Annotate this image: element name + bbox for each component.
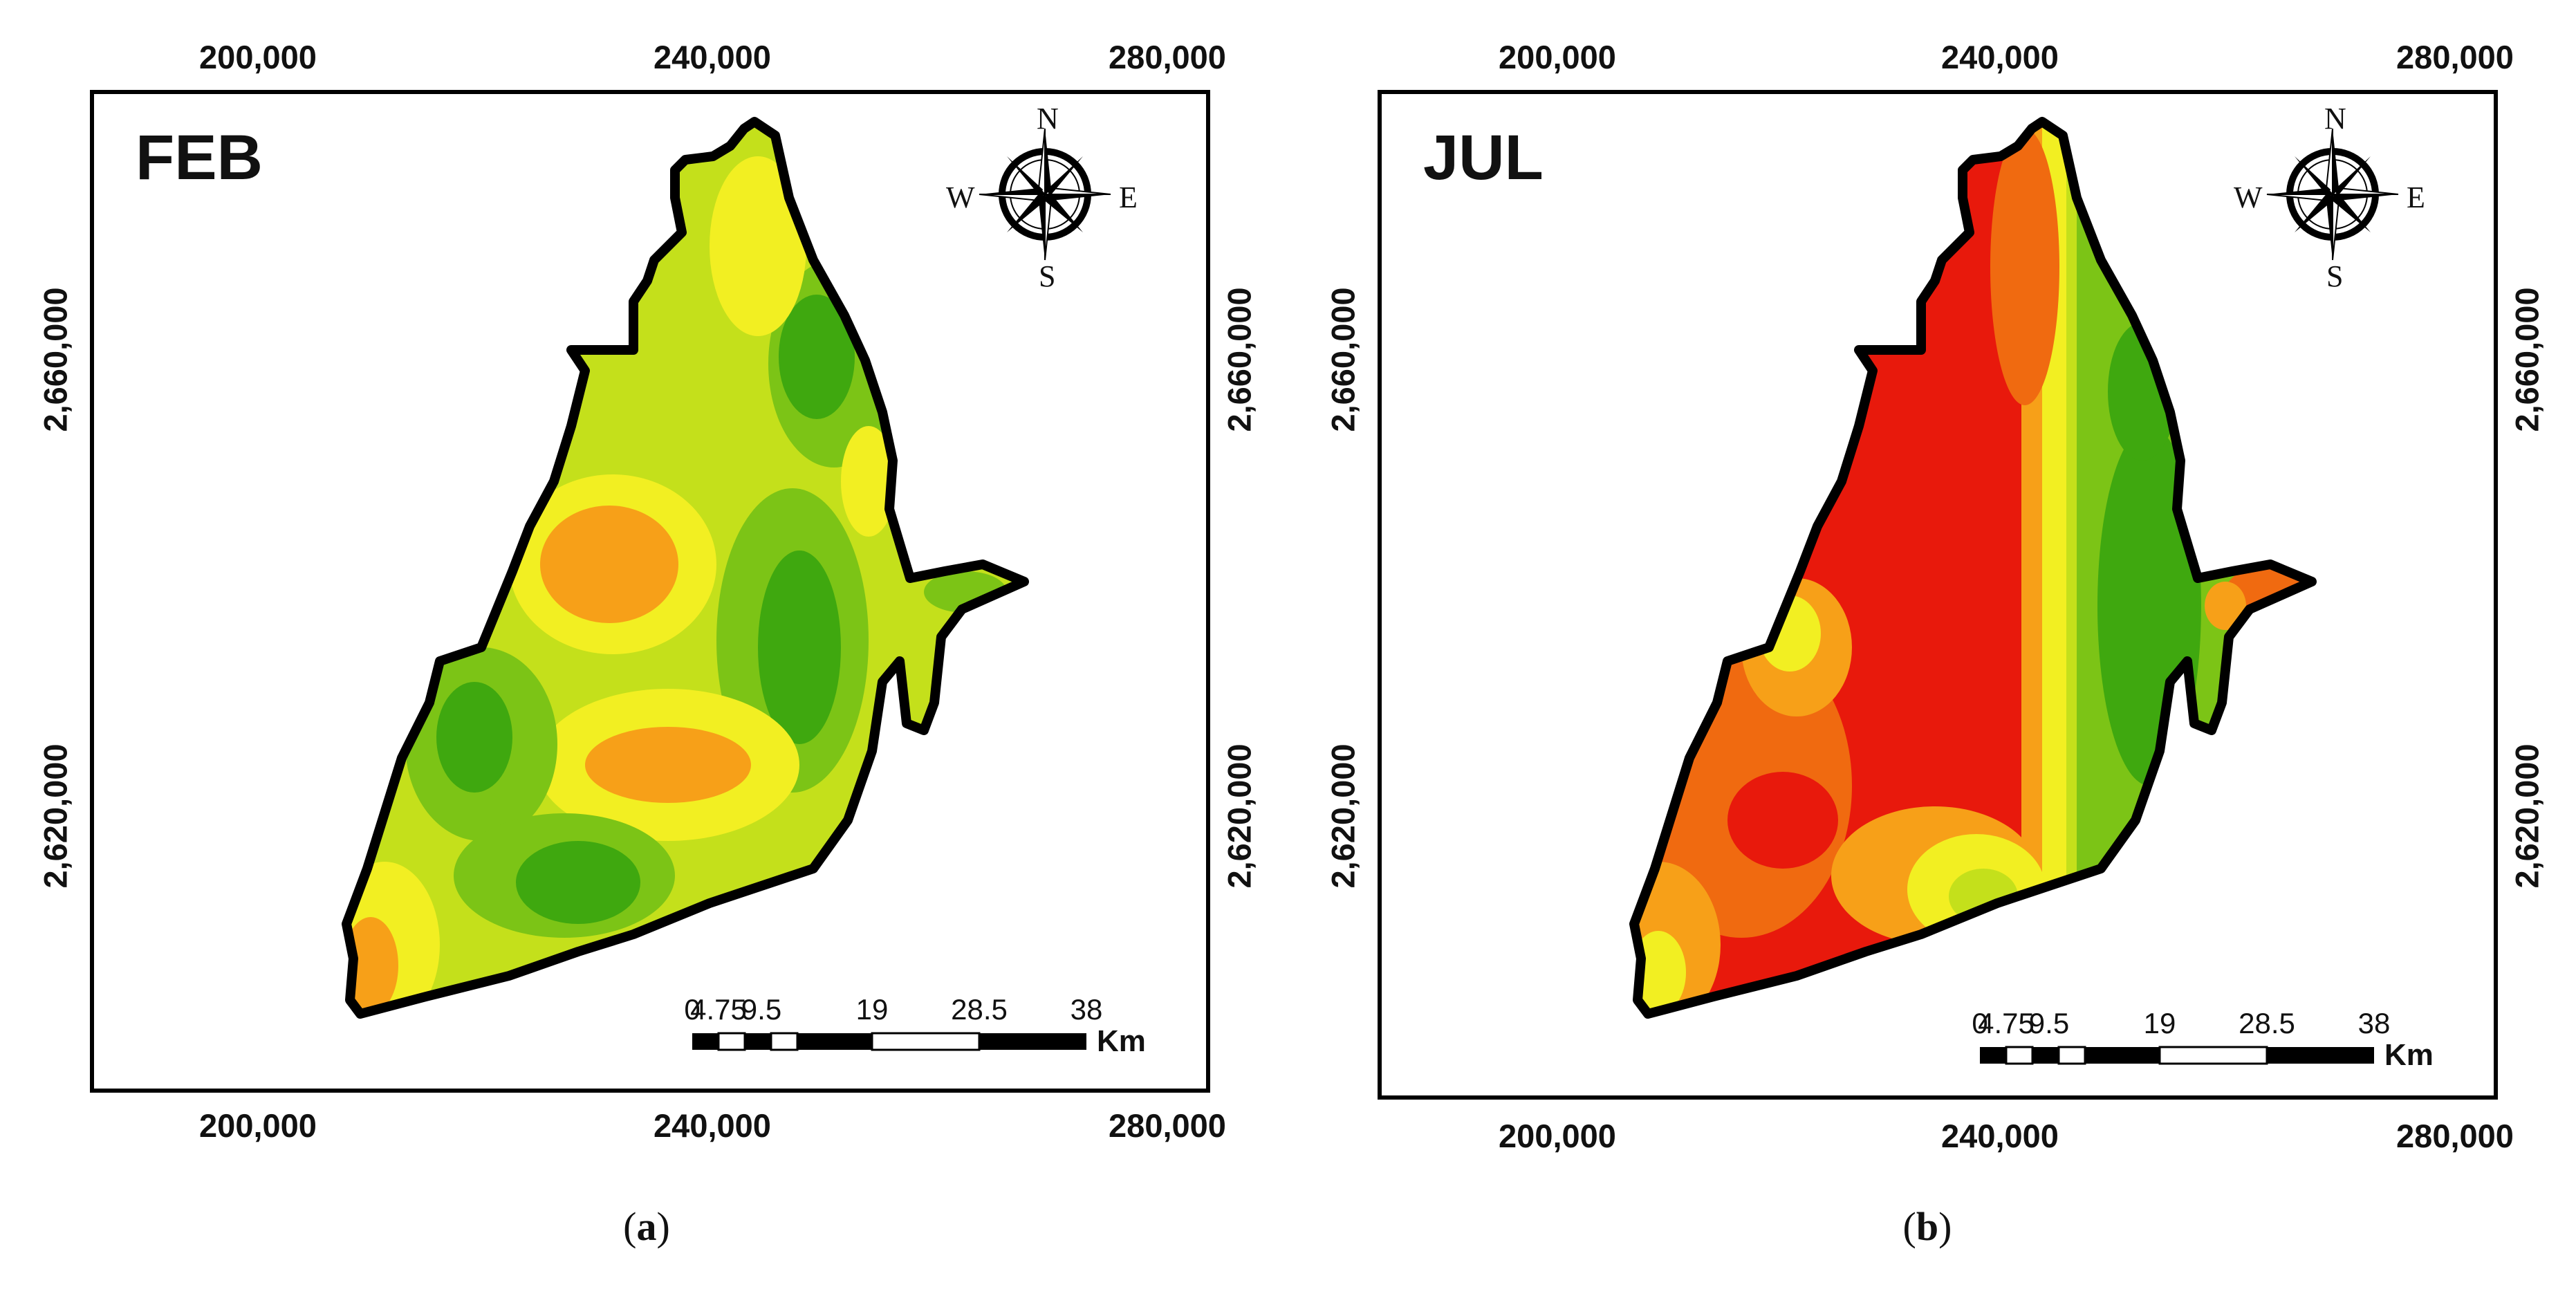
x-tick-bottom-2: 240,000: [1941, 1118, 2059, 1154]
zone: [346, 917, 398, 1014]
region-outline: [342, 117, 1029, 1019]
y-tick-left-1: 2,660,000: [1324, 287, 1362, 432]
x-tick-bottom-3: 280,000: [2396, 1118, 2514, 1154]
x-tick-top-3: 280,000: [1109, 39, 1226, 75]
scale-bar: 0 4.75 9.5 19 28.5 38 Km: [1966, 1007, 2464, 1072]
zone: [436, 682, 512, 793]
compass-e: E: [1119, 181, 1138, 214]
map-frame: JUL N S W E 0 4.75 9.5 19 28.5 38: [1378, 90, 2498, 1100]
compass-s: S: [2326, 259, 2344, 293]
zone: [779, 295, 855, 419]
y-tick-left-1: 2,660,000: [37, 287, 74, 432]
month-label: FEB: [136, 122, 263, 193]
x-tick-top-3: 280,000: [2396, 39, 2514, 75]
x-tick-bottom-1: 200,000: [1499, 1118, 1616, 1154]
x-tick-bottom-2: 240,000: [654, 1107, 771, 1144]
zone: [540, 506, 678, 623]
scale-segments: [1980, 1046, 2374, 1065]
map-panel-jul: 200,000 240,000 280,000 2,660,000 2,620,…: [1288, 0, 2575, 1305]
y-tick-right-2: 2,620,000: [1221, 743, 1258, 889]
compass-w: W: [2234, 181, 2263, 214]
x-tick-top-2: 240,000: [1941, 39, 2059, 75]
y-tick-left-2: 2,620,000: [1324, 743, 1362, 889]
compass-s: S: [1039, 259, 1056, 293]
y-tick-left-2: 2,620,000: [37, 743, 74, 889]
scale-tick: 19: [2143, 1007, 2176, 1039]
y-tick-right-1: 2,660,000: [1221, 287, 1258, 432]
feb-map: [342, 117, 1029, 1019]
compass-rose: N S W E: [2234, 102, 2425, 293]
zone: [2097, 426, 2201, 786]
zone: [710, 156, 806, 336]
x-tick-bottom-3: 280,000: [1109, 1107, 1226, 1144]
scale-tick: 28.5: [2239, 1007, 2295, 1039]
compass-icon: [979, 128, 1111, 261]
scale-tick: 9.5: [741, 993, 782, 1026]
scale-unit: Km: [1097, 1024, 1146, 1058]
zone: [1727, 772, 1838, 869]
zone: [585, 727, 751, 803]
x-tick-bottom-1: 200,000: [199, 1107, 317, 1144]
compass-rose: N S W E: [946, 102, 1138, 293]
scale-tick: 4.75: [1978, 1007, 2035, 1039]
caption-a: (a): [623, 1204, 670, 1249]
zone: [1990, 129, 2059, 405]
scale-tick: 38: [1070, 993, 1103, 1026]
zone: [2205, 582, 2246, 630]
scale-tick: 4.75: [690, 993, 747, 1026]
compass-e: E: [2407, 181, 2425, 214]
compass-n: N: [2324, 102, 2346, 136]
scale-tick: 19: [855, 993, 889, 1026]
jul-map: [1629, 117, 2317, 1019]
compass-w: W: [946, 181, 975, 214]
map-frame: FEB N S W E 0 4.75 9.5 19 28.5 38: [90, 90, 1210, 1093]
map-panel-feb: 200,000 240,000 280,000 2,660,000 2,620,…: [37, 39, 1258, 1249]
zone: [841, 426, 896, 537]
x-tick-top-2: 240,000: [654, 39, 771, 75]
y-tick-right-1: 2,660,000: [2508, 287, 2546, 432]
x-tick-top-1: 200,000: [1499, 39, 1616, 75]
compass-n: N: [1037, 102, 1059, 136]
zone: [516, 841, 640, 924]
scale-tick: 0: [1972, 1007, 1988, 1039]
caption-b: (b): [1902, 1204, 1952, 1249]
month-label: JUL: [1423, 122, 1544, 193]
zone: [758, 550, 841, 744]
scale-tick: 28.5: [951, 993, 1008, 1026]
compass-icon: [2266, 128, 2399, 261]
scale-tick: 38: [2357, 1007, 2391, 1039]
scale-tick: 0: [684, 993, 701, 1026]
scale-tick: 9.5: [2028, 1007, 2070, 1039]
y-tick-right-2: 2,620,000: [2508, 743, 2546, 889]
scale-unit: Km: [2384, 1038, 2434, 1072]
x-tick-top-1: 200,000: [199, 39, 317, 75]
region-outline: [1629, 117, 2317, 1019]
scale-bar: 0 4.75 9.5 19 28.5 38 Km: [678, 993, 1176, 1058]
scale-segments: [692, 1032, 1086, 1051]
